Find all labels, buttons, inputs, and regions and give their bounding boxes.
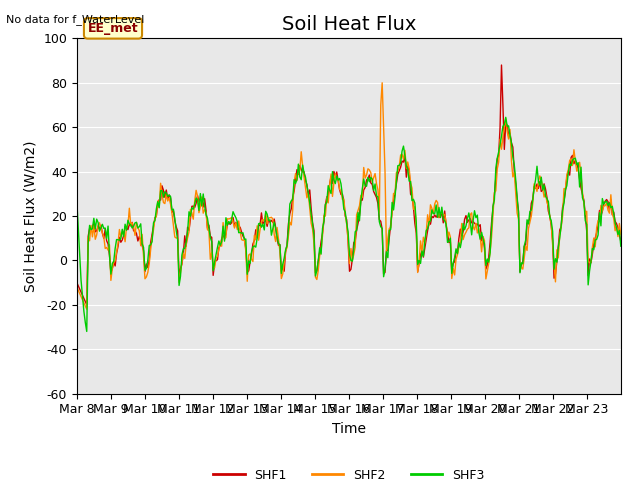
SHF1: [354, 220, 362, 226]
SHF2: [545, 204, 552, 209]
SHF1: [110, 259, 118, 264]
SHF2: [110, 260, 118, 265]
SHF1: [545, 208, 552, 214]
SHF3: [617, 243, 625, 249]
Line: SHF3: SHF3: [77, 117, 621, 331]
Text: No data for f_WaterLevel: No data for f_WaterLevel: [6, 14, 145, 25]
SHF1: [616, 232, 623, 238]
SHF2: [617, 232, 625, 238]
SHF2: [463, 226, 471, 232]
SHF2: [616, 221, 623, 227]
SHF2: [73, 284, 81, 290]
SHF3: [616, 228, 623, 233]
SHF2: [83, 306, 91, 312]
SHF1: [93, 228, 100, 234]
SHF1: [73, 280, 81, 286]
SHF3: [462, 223, 470, 229]
Line: SHF1: SHF1: [77, 65, 621, 305]
SHF3: [354, 210, 362, 216]
SHF3: [502, 114, 509, 120]
Text: EE_met: EE_met: [88, 22, 138, 35]
SHF2: [354, 207, 362, 213]
SHF3: [545, 199, 552, 204]
SHF3: [83, 328, 91, 334]
SHF3: [93, 216, 100, 222]
SHF1: [498, 62, 506, 68]
SHF3: [110, 258, 118, 264]
X-axis label: Time: Time: [332, 422, 366, 436]
SHF2: [378, 80, 386, 85]
SHF3: [73, 198, 81, 204]
SHF1: [83, 302, 91, 308]
SHF1: [462, 213, 470, 218]
Line: SHF2: SHF2: [77, 83, 621, 309]
SHF2: [93, 232, 100, 238]
SHF1: [617, 239, 625, 244]
Title: Soil Heat Flux: Soil Heat Flux: [282, 15, 416, 34]
Legend: SHF1, SHF2, SHF3: SHF1, SHF2, SHF3: [209, 464, 489, 480]
Y-axis label: Soil Heat Flux (W/m2): Soil Heat Flux (W/m2): [24, 140, 38, 292]
